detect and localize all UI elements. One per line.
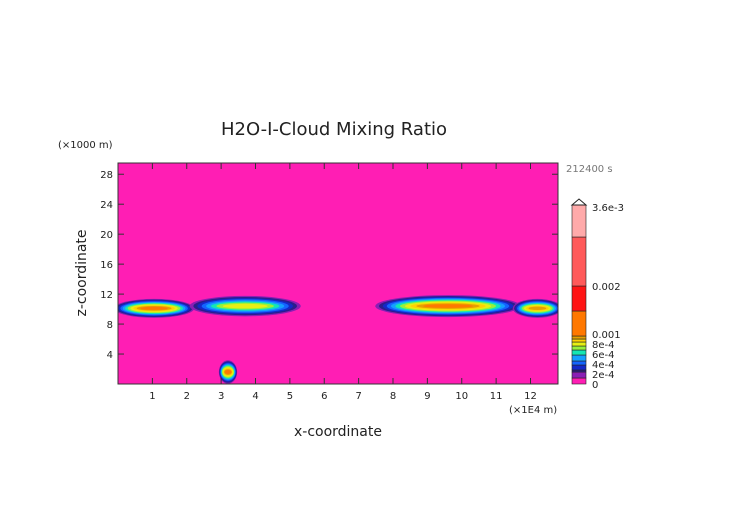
contour-layer bbox=[118, 295, 558, 384]
y-axis-label: z-coordinate bbox=[74, 229, 90, 316]
plot-frame bbox=[117, 162, 559, 385]
colorbar-segment bbox=[571, 341, 587, 347]
x-tick-label: 1 bbox=[149, 391, 155, 402]
x-tick-label: 4 bbox=[252, 391, 258, 402]
colorbar-segment bbox=[571, 310, 587, 337]
colorbar-segment bbox=[571, 338, 587, 343]
x-tick-label: 12 bbox=[524, 391, 537, 402]
colorbar-label: 0 bbox=[592, 380, 598, 391]
contour-feature-4-level-11 bbox=[224, 370, 232, 374]
colorbar-label: 4e-4 bbox=[592, 360, 615, 371]
colorbar-segment bbox=[571, 335, 587, 340]
colorbar-segment bbox=[571, 204, 587, 238]
time-label: 212400 s bbox=[566, 164, 613, 175]
y-tick-label: 12 bbox=[100, 290, 113, 301]
x-tick-label: 2 bbox=[184, 391, 190, 402]
y-tick-label: 20 bbox=[100, 230, 113, 241]
x-tick-label: 11 bbox=[490, 391, 503, 402]
colorbar-label: 8e-4 bbox=[592, 340, 615, 351]
x-tick-label: 10 bbox=[455, 391, 468, 402]
colorbar-segment bbox=[571, 371, 587, 379]
colorbar-label: 3.6e-3 bbox=[592, 203, 624, 214]
y-tick-label: 8 bbox=[107, 320, 113, 331]
colorbar-segment bbox=[571, 364, 587, 371]
colorbar-segment bbox=[571, 354, 587, 362]
x-tick-label: 7 bbox=[355, 391, 361, 402]
colorbar-segment bbox=[571, 377, 587, 385]
x-tick-label: 3 bbox=[218, 391, 224, 402]
y-unit-label: (×1000 m) bbox=[58, 140, 113, 151]
contour-feature-0-level-11 bbox=[140, 306, 168, 310]
y-tick-label: 28 bbox=[100, 170, 113, 181]
colorbar-label: 2e-4 bbox=[592, 370, 615, 381]
x-tick-label: 5 bbox=[287, 391, 293, 402]
plot-background bbox=[118, 163, 558, 384]
y-tick-label: 24 bbox=[100, 200, 113, 211]
colorbar-segment bbox=[571, 285, 587, 312]
contour-feature-3-level-10 bbox=[528, 306, 547, 311]
colorbar-segment bbox=[571, 349, 587, 356]
chart-title: H2O-I-Cloud Mixing Ratio bbox=[221, 119, 447, 140]
colorbar-segment bbox=[571, 236, 587, 287]
x-tick-label: 9 bbox=[424, 391, 430, 402]
x-unit-label: (×1E4 m) bbox=[509, 405, 557, 416]
contour-feature-2-level-11 bbox=[423, 304, 473, 308]
colorbar-segment bbox=[571, 345, 587, 351]
colorbar-label: 0.001 bbox=[592, 330, 621, 341]
x-tick-label: 8 bbox=[390, 391, 396, 402]
colorbar-label: 6e-4 bbox=[592, 350, 615, 361]
y-tick-label: 16 bbox=[100, 260, 113, 271]
colorbar-label: 0.002 bbox=[592, 282, 621, 293]
colorbar-segment bbox=[571, 360, 587, 366]
colorbar-overflow-arrow bbox=[570, 198, 588, 206]
y-tick-label: 4 bbox=[107, 350, 113, 361]
x-tick-label: 6 bbox=[321, 391, 327, 402]
x-axis-label: x-coordinate bbox=[294, 424, 382, 440]
contour-feature-1-level-8 bbox=[222, 303, 268, 309]
